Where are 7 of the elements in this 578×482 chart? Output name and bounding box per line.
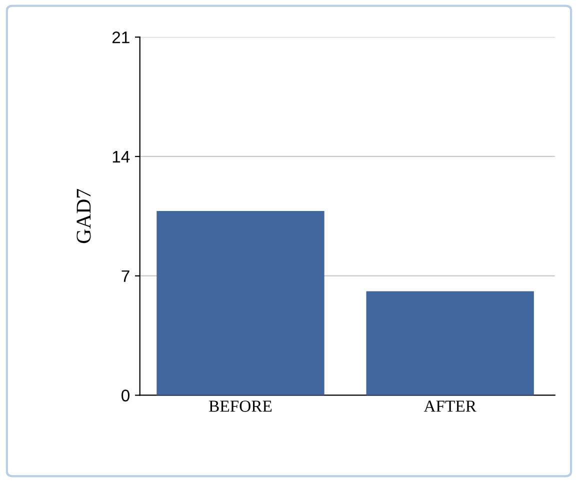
y-tick-label: 7: [122, 270, 130, 282]
y-tick-label: 0: [122, 390, 130, 402]
y-tick-label: 21: [112, 32, 130, 44]
y-axis-title: GAD7: [76, 189, 91, 244]
x-tick-label: AFTER: [424, 400, 476, 412]
x-tick-label: BEFORE: [209, 400, 272, 412]
y-tick-label: 14: [112, 151, 130, 163]
